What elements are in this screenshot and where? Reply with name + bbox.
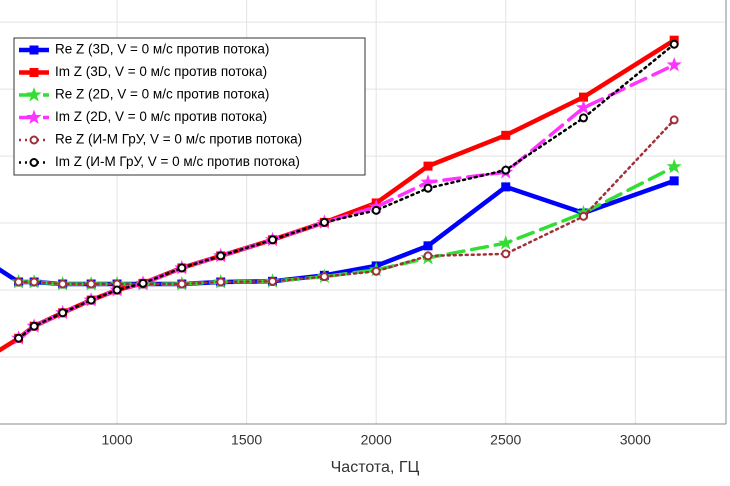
marker xyxy=(669,115,679,125)
marker xyxy=(578,92,588,102)
marker xyxy=(29,321,39,331)
marker xyxy=(86,295,96,305)
marker xyxy=(29,158,39,167)
marker xyxy=(423,183,433,193)
marker xyxy=(14,277,24,287)
series-line xyxy=(17,42,676,340)
marker xyxy=(420,174,436,189)
marker xyxy=(26,87,42,102)
marker xyxy=(319,217,329,227)
marker xyxy=(669,176,679,186)
series-line xyxy=(17,118,676,286)
marker xyxy=(423,241,433,251)
marker xyxy=(578,211,588,221)
x-tick-label: 2500 xyxy=(490,432,521,448)
marker xyxy=(216,251,226,261)
marker xyxy=(268,276,278,286)
marker xyxy=(423,251,433,261)
marker xyxy=(177,263,187,273)
legend: Re Z (3D, V = 0 м/с против потока) Im Z (… xyxy=(13,37,366,176)
x-tick-label: 1500 xyxy=(231,432,262,448)
marker xyxy=(666,57,682,72)
legend-label: Re Z (3D, V = 0 м/с против потока) xyxy=(55,42,269,57)
marker xyxy=(268,235,278,245)
marker xyxy=(29,135,39,145)
marker xyxy=(501,249,511,259)
marker xyxy=(575,99,592,115)
marker xyxy=(578,113,588,123)
marker xyxy=(216,277,226,287)
marker xyxy=(371,266,381,276)
marker xyxy=(319,272,329,282)
marker xyxy=(58,308,68,318)
legend-label: Re Z (2D, V = 0 м/с против потока) xyxy=(55,87,269,102)
legend-label: Re Z (И-М ГрУ, V = 0 м/с против потока) xyxy=(55,132,302,147)
marker xyxy=(86,279,96,289)
marker xyxy=(58,279,68,289)
x-tick-label: 1000 xyxy=(101,432,132,448)
marker xyxy=(112,285,122,295)
marker xyxy=(26,109,42,124)
marker xyxy=(669,39,679,49)
x-axis-label: Частота, ГЦ xyxy=(331,459,420,476)
marker xyxy=(177,279,187,289)
marker xyxy=(501,165,511,175)
marker xyxy=(29,277,39,287)
x-tick-label: 3000 xyxy=(620,432,651,448)
marker xyxy=(501,130,511,140)
legend-label: Im Z (И-М ГрУ, V = 0 м/с против потока) xyxy=(55,154,300,169)
marker xyxy=(501,182,511,192)
legend-label: Im Z (3D, V = 0 м/с против потока) xyxy=(55,64,267,79)
marker xyxy=(498,235,514,250)
x-tick-label: 2000 xyxy=(361,432,392,448)
marker xyxy=(666,158,682,174)
marker xyxy=(29,45,39,55)
series-line xyxy=(0,178,677,287)
legend-label: Im Z (2D, V = 0 м/с против потока) xyxy=(55,109,267,124)
marker xyxy=(371,205,381,215)
legend-box xyxy=(13,37,366,176)
marker xyxy=(14,333,24,343)
marker xyxy=(138,278,148,288)
marker xyxy=(423,161,433,171)
marker xyxy=(29,68,39,77)
